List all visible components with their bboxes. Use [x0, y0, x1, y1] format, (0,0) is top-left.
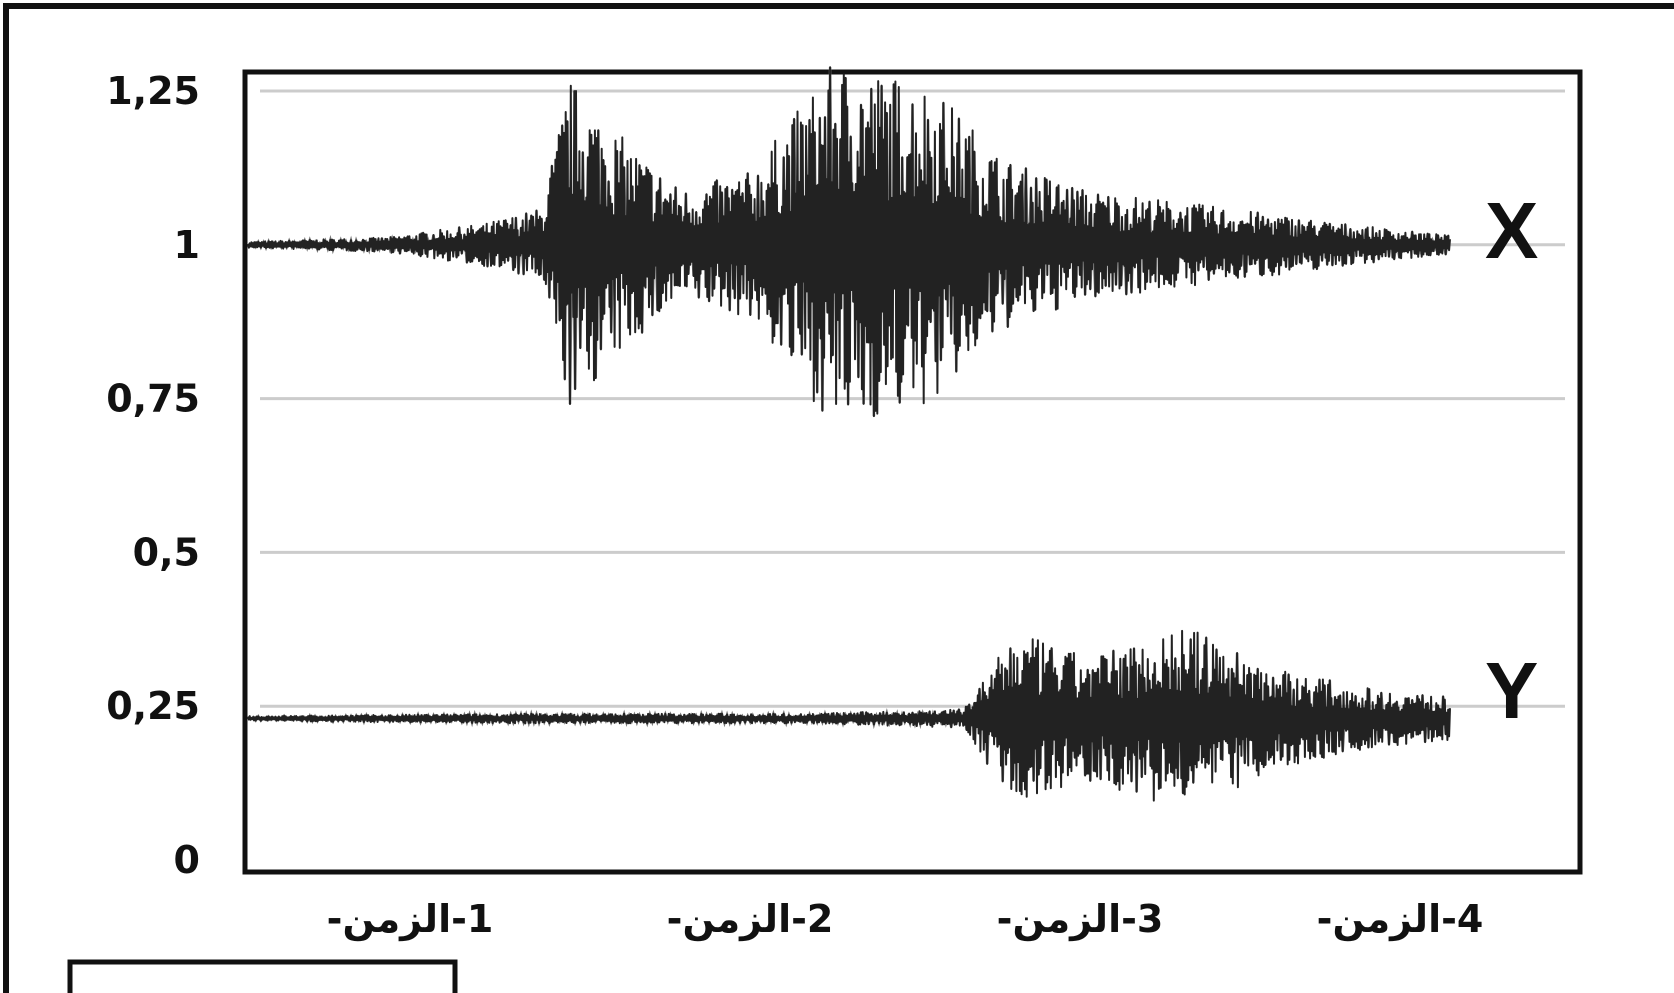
x-tick-label: 2-الزمن- [667, 897, 834, 941]
outer-frame [3, 3, 1674, 993]
y-tick-label: 0,25 [106, 684, 200, 728]
series-labels: XY [1485, 186, 1538, 735]
y-tick-label: 0,5 [133, 530, 200, 574]
series-trace-Y [247, 629, 1451, 802]
x-axis-ticks: 1-الزمن- 2-الزمن- 3-الزمن- 4-الزمن- [327, 897, 1484, 941]
y-tick-label: 1,25 [106, 69, 200, 113]
trace-path [247, 66, 1451, 418]
trace-path [247, 629, 1451, 802]
y-axis-ticks: 0 0,25 0,5 0,75 1 1,25 [106, 69, 200, 882]
x-tick-label: 4-الزمن- [1317, 897, 1484, 941]
series-label-Y: Y [1485, 646, 1538, 735]
x-tick-label: 1-الزمن- [327, 897, 494, 941]
bottom-left-box [67, 959, 458, 993]
y-tick-label: 0,75 [106, 377, 200, 421]
x-tick-label: 3-الزمن- [997, 897, 1164, 941]
y-tick-label: 0 [174, 838, 200, 882]
traces [247, 66, 1451, 802]
series-label-X: X [1485, 186, 1538, 275]
y-tick-label: 1 [174, 223, 200, 267]
series-trace-X [247, 66, 1451, 418]
